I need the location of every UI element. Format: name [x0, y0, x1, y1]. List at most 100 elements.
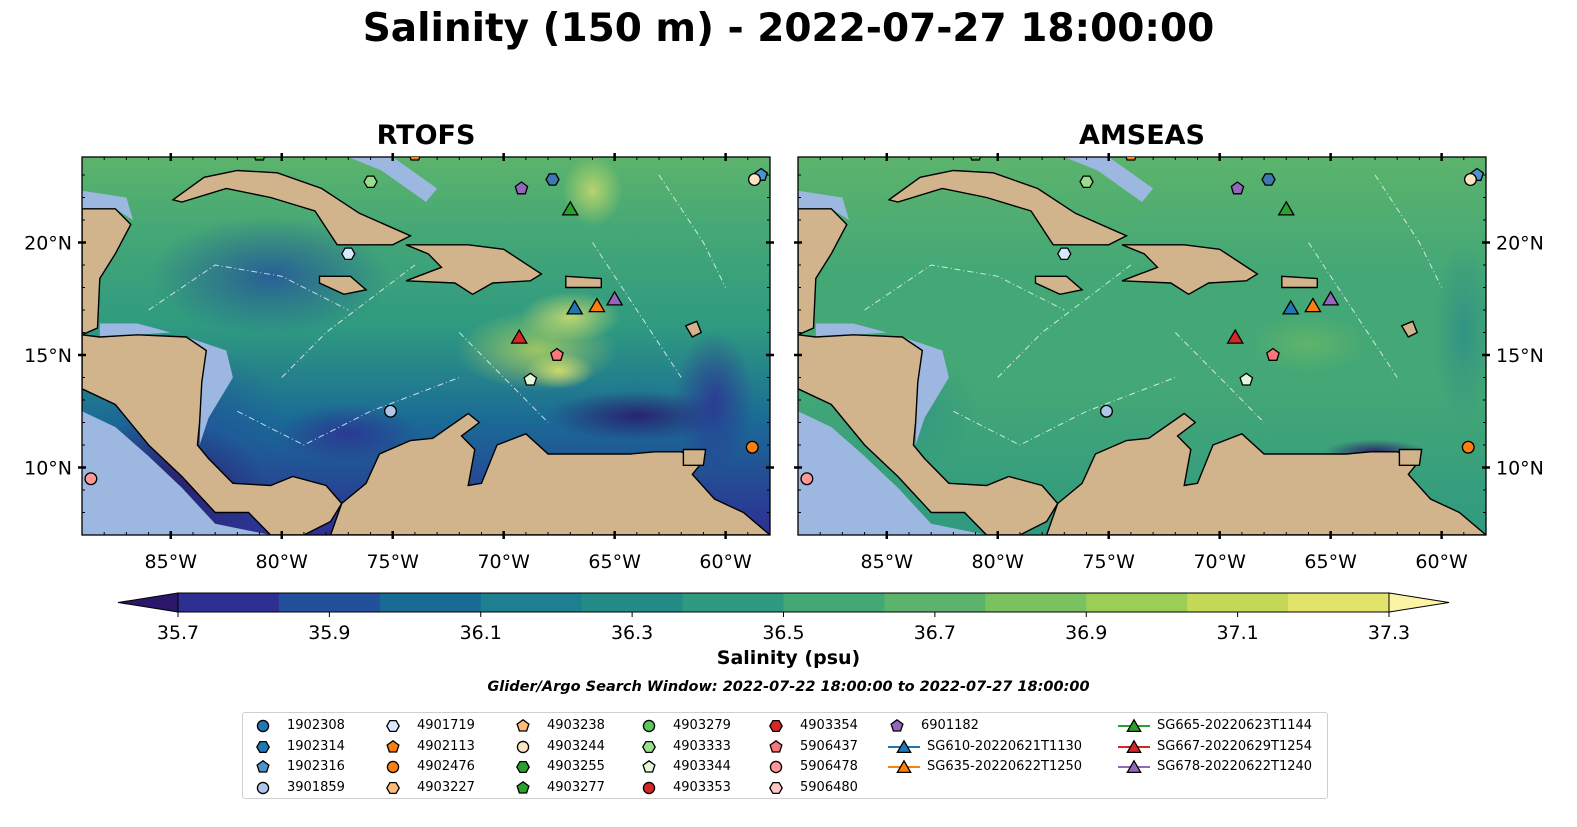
legend-marker-4903353 — [642, 781, 656, 794]
legend-label: 4903333 — [673, 738, 731, 754]
legend-marker — [386, 781, 400, 794]
lon-tick-label: 70°W — [1193, 551, 1246, 573]
lat-tick-label: 20°N — [24, 233, 72, 255]
lon-tick-label: 80°W — [256, 551, 309, 573]
glider-marker-SG667-20220629T1254 — [510, 328, 528, 344]
colorbar-tick-label: 36.7 — [914, 622, 956, 644]
lat-tick-label: 15°N — [1496, 345, 1544, 367]
colorbar-segment — [1187, 593, 1289, 612]
legend-marker — [890, 718, 904, 732]
legend-marker — [516, 718, 530, 732]
land-lesser — [1400, 320, 1419, 338]
legend-label: 4903238 — [547, 718, 605, 733]
legend-marker-5906478 — [769, 760, 783, 774]
glider-marker-SG678-20220622T1240 — [605, 290, 624, 306]
colorbar-tick-label: 37.3 — [1368, 622, 1410, 644]
salinity-feature — [524, 352, 595, 389]
legend-label: SG667-20220629T1254 — [1157, 738, 1313, 754]
legend-marker-4903238 — [516, 718, 530, 732]
map-frame — [797, 156, 1487, 536]
platform-marker-1902314 — [1261, 173, 1276, 186]
lat-tick-label: 15°N — [24, 345, 72, 367]
land-cuba — [887, 169, 1129, 246]
legend-marker — [256, 781, 270, 794]
legend-marker — [386, 760, 400, 774]
shallow-water-bahamas — [348, 157, 438, 202]
legend-marker — [642, 719, 656, 733]
colorbar-label: Salinity (psu) — [716, 647, 861, 669]
platform-marker-4903333 — [1079, 175, 1094, 189]
legend-label: 1902314 — [287, 738, 345, 754]
colorbar-segment — [1288, 593, 1390, 612]
platform-marker-5906478 — [84, 472, 98, 486]
land-trinidad — [1398, 448, 1423, 466]
legend-marker — [516, 760, 530, 774]
eez-boundary — [1374, 174, 1443, 288]
legend-marker-4903279 — [642, 719, 656, 733]
platform-marker-3901859 — [383, 404, 397, 418]
shallow-water-pacific — [82, 411, 271, 535]
shallow-water-yuc_shelf — [82, 190, 133, 220]
legend-marker-4902476 — [386, 760, 400, 774]
legend-label: SG678-20220622T1240 — [1157, 759, 1313, 774]
legend-marker-4903344 — [642, 759, 656, 773]
salinity-feature — [278, 403, 419, 464]
platform-marker-5906478 — [800, 472, 814, 486]
salinity-feature — [150, 216, 391, 337]
eez-boundary — [237, 377, 460, 446]
colorbar-segment — [278, 593, 381, 612]
glider-marker-SG610-20220621T1130 — [1281, 299, 1300, 315]
legend-label: 4903277 — [547, 779, 605, 795]
lon-tick-label: 60°W — [1415, 551, 1468, 573]
legend-label: 4902113 — [417, 738, 475, 754]
legend-marker-1902314 — [256, 740, 270, 753]
legend-label: 5906480 — [800, 779, 858, 795]
platform-marker-4903277 — [970, 157, 982, 161]
platform-marker-3901859 — [1099, 404, 1113, 418]
platform-marker-4903344 — [1239, 372, 1254, 386]
platform-marker-5906437 — [1266, 347, 1280, 361]
legend-label: 1902308 — [287, 718, 345, 733]
land-hispaniola — [1121, 244, 1259, 296]
legend-marker-6901182 — [890, 718, 904, 732]
colorbar-segment — [1086, 593, 1188, 612]
glider-marker-SG667-20220629T1254 — [1226, 328, 1244, 344]
land-puertorico — [565, 275, 602, 289]
legend-marker-3901859 — [256, 781, 270, 794]
glider-marker-SG678-20220622T1240 — [1321, 290, 1340, 306]
platform-marker-4903244 — [1463, 172, 1477, 186]
legend-marker-4903277 — [516, 780, 530, 794]
land-yucatan — [82, 208, 132, 336]
lon-tick-label: 75°W — [366, 551, 419, 573]
legend-marker — [386, 719, 400, 733]
legend-label: SG665-20220623T1144 — [1157, 718, 1313, 733]
legend-label: 5906437 — [800, 738, 858, 754]
colorbar-segment — [884, 593, 986, 612]
glider-marker-SG610-20220621T1130 — [565, 299, 584, 315]
colorbar-segment — [178, 593, 280, 612]
colorbar-tick-label: 36.3 — [611, 622, 653, 644]
platform-marker-4902113 — [409, 157, 421, 161]
search-window-text: Glider/Argo Search Window: 2022-07-22 18… — [487, 679, 1090, 695]
legend-label: 4903353 — [673, 779, 731, 795]
colorbar-segment — [581, 593, 684, 612]
lat-tick-label: 10°N — [24, 458, 72, 480]
legend-marker — [1118, 718, 1150, 733]
land-southam — [1045, 412, 1486, 535]
colorbar-tick-label: 35.9 — [308, 622, 350, 644]
glider-marker-SG635-20220622T1250 — [588, 297, 606, 313]
platform-marker-4903344 — [523, 372, 538, 386]
legend-label: 4903255 — [547, 759, 605, 774]
lon-tick-label: 70°W — [477, 551, 530, 573]
legend-marker-5906480 — [769, 781, 783, 794]
land-puertorico — [1281, 275, 1319, 289]
colorbar-tick-label: 35.7 — [157, 622, 199, 644]
legend-marker — [256, 740, 270, 753]
eez-boundary — [592, 242, 682, 378]
colorbar-tick-label: 36.1 — [460, 622, 502, 644]
legend-marker-SG665-20220623T1144 — [1126, 718, 1142, 733]
eez-boundary — [148, 264, 349, 311]
shallow-water-pacific — [798, 411, 987, 535]
legend-marker — [642, 781, 656, 794]
eez-boundary — [658, 174, 727, 288]
